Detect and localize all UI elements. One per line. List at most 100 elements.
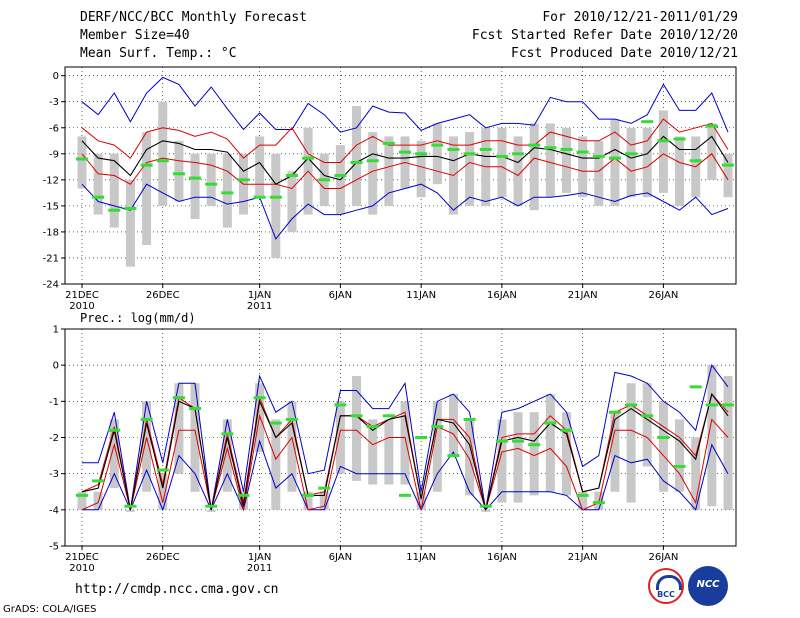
observed-marker <box>269 421 282 425</box>
variable-label: Mean Surf. Temp.: °C <box>80 46 237 61</box>
y-tick-label: -2 <box>49 433 59 444</box>
forecast-start-date: Fcst Started Refer Date 2010/12/20 <box>471 28 738 43</box>
spread-bar <box>93 153 103 215</box>
observed-marker <box>560 147 573 151</box>
y-tick-label: 0 <box>53 71 59 82</box>
spread-bar <box>416 140 426 198</box>
spread-bar <box>545 123 555 198</box>
spread-bar <box>626 127 636 198</box>
x-tick-label: 6JAN <box>329 290 352 301</box>
y-tick-label: -1 <box>49 397 59 408</box>
spread-bar <box>303 491 313 510</box>
spread-bar <box>319 491 329 510</box>
spread-bar <box>190 153 200 219</box>
x-tick-label: 16JAN <box>487 290 517 301</box>
observed-marker <box>592 154 605 158</box>
x-year-label: 2011 <box>247 563 272 574</box>
observed-marker <box>673 464 686 468</box>
lower-line <box>81 153 729 190</box>
spread-bar <box>658 401 668 492</box>
spread-bar <box>578 491 588 510</box>
x-tick-label: 26JAN <box>648 552 678 563</box>
observed-marker <box>705 403 718 407</box>
spread-bar <box>287 171 297 232</box>
spread-bar <box>384 136 394 206</box>
observed-marker <box>463 417 476 421</box>
grads-credit: GrADS: COLA/IGES <box>3 604 97 615</box>
observed-marker <box>722 403 734 407</box>
observed-marker <box>576 493 589 497</box>
observed-marker <box>399 493 411 497</box>
observed-marker <box>285 174 298 177</box>
y-tick-label: -15 <box>43 201 59 212</box>
x-year-label: 2010 <box>69 563 94 574</box>
observed-marker <box>285 417 298 421</box>
spread-bar <box>529 123 539 211</box>
y-tick-label: -12 <box>43 175 59 186</box>
y-tick-label: -6 <box>49 123 59 134</box>
observed-marker <box>705 124 718 128</box>
observed-marker <box>172 172 185 176</box>
spread-bar <box>578 136 588 198</box>
spread-bar <box>675 419 685 492</box>
upper-line <box>81 393 729 510</box>
spread-bar <box>723 153 733 198</box>
x-tick-label: 11JAN <box>406 290 436 301</box>
member-size: Member Size=40 <box>80 28 190 43</box>
observed-marker <box>495 154 508 158</box>
observed-marker <box>92 195 105 199</box>
spread-bar <box>255 136 265 198</box>
observed-marker <box>673 137 686 141</box>
spread-bar <box>368 132 378 215</box>
observed-marker <box>657 139 670 143</box>
observed-marker <box>237 493 250 497</box>
min-line <box>82 439 729 512</box>
spread-bar <box>416 491 426 510</box>
y-tick-label: -3 <box>49 97 59 108</box>
spread-bar <box>222 419 232 492</box>
max-line <box>82 364 729 510</box>
observed-marker <box>495 439 508 443</box>
observed-marker <box>124 206 137 210</box>
x-year-label: 2010 <box>69 301 94 312</box>
x-tick-label: 6JAN <box>329 552 352 563</box>
spread-bar <box>562 412 571 496</box>
observed-marker <box>156 468 169 472</box>
observed-marker <box>431 143 444 147</box>
observed-marker <box>108 428 121 432</box>
spread-bar <box>610 412 620 492</box>
spread-bar <box>158 473 168 510</box>
observed-marker <box>140 163 153 167</box>
observed-marker <box>253 396 266 400</box>
chart-title: DERF/NCC/BCC Monthly Forecast <box>80 10 307 25</box>
spread-bar <box>465 419 475 496</box>
observed-marker <box>334 174 347 177</box>
observed-marker <box>512 152 525 156</box>
ncc-logo: NCC <box>688 566 728 606</box>
observed-marker <box>269 195 282 199</box>
spread-bar <box>368 419 378 485</box>
spread-bar <box>77 491 87 510</box>
spread-bar <box>448 394 458 456</box>
spread-bar <box>594 140 604 206</box>
plot-frame <box>64 66 737 285</box>
spread-bar <box>707 365 717 507</box>
spread-bar <box>222 153 232 228</box>
observed-marker <box>382 141 395 145</box>
observed-marker <box>156 159 169 163</box>
observed-marker <box>431 425 444 429</box>
observed-marker <box>366 159 379 163</box>
observed-marker <box>641 414 654 418</box>
observed-marker <box>528 143 541 147</box>
observed-marker <box>689 385 702 389</box>
x-tick-label: 21JAN <box>568 552 598 563</box>
precipitation-panel: 1 0 -1 -2 -3 -4 -5 21DEC 26DEC 1JAN 6JAN 11JAN 16JAN… <box>49 325 737 574</box>
source-url[interactable]: http://cmdp.ncc.cma.gov.cn <box>75 582 279 597</box>
observed-marker <box>625 152 638 156</box>
x-tick-label: 26JAN <box>648 290 678 301</box>
spread-bar <box>513 136 523 206</box>
spread-bar <box>352 106 362 206</box>
min-line <box>81 183 729 240</box>
spread-bar <box>658 110 668 193</box>
temperature-panel: 0 -3 -6 -9 -12 -15 -18 -21 -24 21DEC 26DEC 1JAN 6JAN… <box>43 66 737 312</box>
